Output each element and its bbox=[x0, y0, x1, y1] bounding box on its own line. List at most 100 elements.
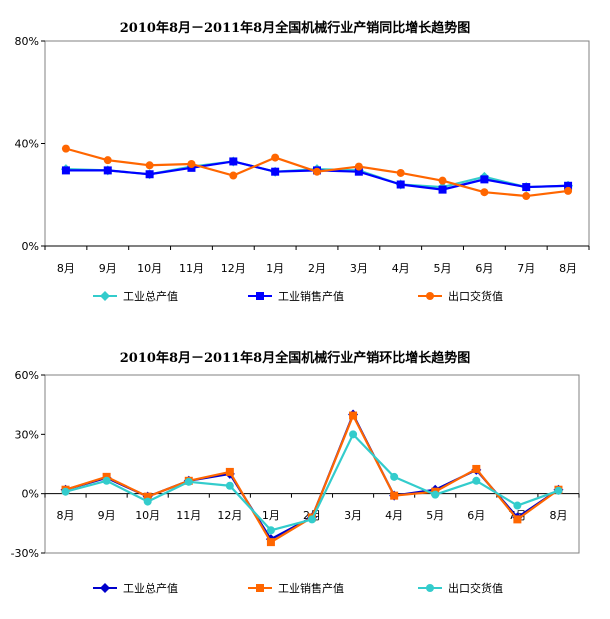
series-1 bbox=[60, 409, 564, 545]
legend-label: 出口交货值 bbox=[448, 581, 503, 595]
x-tick-label: 8月 bbox=[57, 509, 75, 522]
plot-frame bbox=[44, 374, 580, 554]
y-tick-label: 0% bbox=[22, 240, 39, 253]
data-point bbox=[513, 515, 522, 524]
data-point bbox=[349, 430, 358, 439]
plot-frame bbox=[44, 40, 590, 247]
x-tick-label: 8月 bbox=[549, 509, 567, 522]
data-point bbox=[396, 168, 405, 177]
x-tick-label: 11月 bbox=[176, 509, 201, 522]
x-tick-label: 10月 bbox=[135, 509, 160, 522]
series-2 bbox=[61, 411, 563, 547]
legend-marker bbox=[426, 292, 434, 300]
legend-item: 出口交货值 bbox=[418, 289, 503, 303]
data-point bbox=[103, 166, 112, 175]
y-tick-label: 0% bbox=[22, 488, 39, 501]
x-tick-label: 12月 bbox=[217, 509, 242, 522]
x-tick-label: 6月 bbox=[475, 262, 493, 275]
data-point bbox=[554, 486, 563, 495]
legend-label: 出口交货值 bbox=[448, 289, 503, 303]
data-point bbox=[145, 161, 154, 170]
data-point bbox=[472, 476, 481, 485]
legend-marker bbox=[100, 291, 110, 301]
legend-label: 工业总产值 bbox=[123, 581, 178, 595]
legend-marker bbox=[426, 584, 434, 592]
data-point bbox=[438, 176, 447, 185]
data-point bbox=[480, 188, 489, 197]
legend-item: 工业总产值 bbox=[93, 289, 178, 303]
y-tick-label: 30% bbox=[15, 428, 39, 441]
data-point bbox=[354, 162, 363, 171]
data-point bbox=[564, 181, 573, 190]
legend-marker bbox=[256, 292, 264, 300]
data-point bbox=[271, 153, 280, 162]
data-point bbox=[225, 467, 234, 476]
data-point bbox=[225, 481, 234, 490]
x-tick-label: 3月 bbox=[350, 262, 368, 275]
y-tick-label: 60% bbox=[15, 369, 39, 382]
data-point bbox=[61, 144, 70, 153]
data-point bbox=[313, 167, 321, 176]
data-point bbox=[145, 170, 154, 179]
data-point bbox=[431, 490, 440, 499]
y-tick-label: 80% bbox=[15, 35, 39, 48]
data-point bbox=[266, 526, 275, 535]
chart-1: 2010年8月－2011年8月全国机械行业产销同比增长趋势图 80% 40% 0% 8月… bbox=[15, 20, 590, 303]
legend-marker bbox=[100, 583, 110, 593]
x-tick-label: 1月 bbox=[262, 509, 280, 522]
data-point bbox=[229, 157, 238, 166]
series-3 bbox=[61, 430, 563, 535]
y-tick-label: 40% bbox=[15, 138, 39, 151]
data-point bbox=[438, 185, 447, 194]
data-point bbox=[103, 156, 112, 165]
legend-item: 工业销售产值 bbox=[248, 289, 344, 303]
data-point bbox=[390, 491, 399, 500]
data-point bbox=[229, 171, 238, 180]
data-point bbox=[513, 501, 522, 510]
data-point bbox=[522, 183, 531, 192]
data-point bbox=[143, 492, 152, 501]
chart-2: 2010年8月－2011年8月全国机械行业产销环比增长趋势图 60% 30% 0% -3… bbox=[11, 350, 580, 595]
x-tick-label: 6月 bbox=[467, 509, 485, 522]
y-tick-label: -30% bbox=[11, 547, 39, 560]
data-point bbox=[390, 472, 399, 481]
legend-label: 工业总产值 bbox=[123, 289, 178, 303]
data-point bbox=[61, 487, 70, 496]
data-point bbox=[472, 464, 481, 473]
data-point bbox=[564, 186, 573, 195]
x-tick-label: 3月 bbox=[344, 509, 362, 522]
x-tick-label: 7月 bbox=[517, 262, 535, 275]
legend-label: 工业销售产值 bbox=[278, 581, 344, 595]
data-point bbox=[184, 477, 193, 486]
data-point bbox=[266, 538, 275, 547]
x-tick-label: 9月 bbox=[98, 509, 116, 522]
data-point bbox=[187, 160, 196, 168]
data-point bbox=[396, 180, 405, 189]
chart-title: 2010年8月－2011年8月全国机械行业产销同比增长趋势图 bbox=[120, 20, 470, 36]
data-point bbox=[271, 167, 280, 176]
series-3 bbox=[61, 144, 573, 201]
x-tick-label: 5月 bbox=[434, 262, 452, 275]
data-point bbox=[354, 167, 363, 176]
data-point bbox=[61, 166, 70, 175]
x-tick-label: 12月 bbox=[221, 262, 246, 275]
data-point bbox=[349, 411, 358, 420]
legend-item: 出口交货值 bbox=[418, 581, 503, 595]
x-tick-label: 11月 bbox=[179, 262, 204, 275]
data-point bbox=[102, 476, 111, 485]
legend-item: 工业总产值 bbox=[93, 581, 178, 595]
data-point bbox=[143, 497, 152, 506]
x-tick-label: 5月 bbox=[426, 509, 444, 522]
x-tick-label: 1月 bbox=[266, 262, 284, 275]
x-tick-label: 4月 bbox=[392, 262, 410, 275]
data-point bbox=[308, 515, 316, 524]
data-point bbox=[480, 175, 489, 184]
x-tick-label: 8月 bbox=[57, 262, 75, 275]
data-point bbox=[522, 192, 531, 201]
x-tick-label: 4月 bbox=[385, 509, 403, 522]
x-tick-label: 9月 bbox=[99, 262, 117, 275]
x-tick-label: 8月 bbox=[559, 262, 577, 275]
x-tick-label: 10月 bbox=[137, 262, 162, 275]
legend-item: 工业销售产值 bbox=[248, 581, 344, 595]
